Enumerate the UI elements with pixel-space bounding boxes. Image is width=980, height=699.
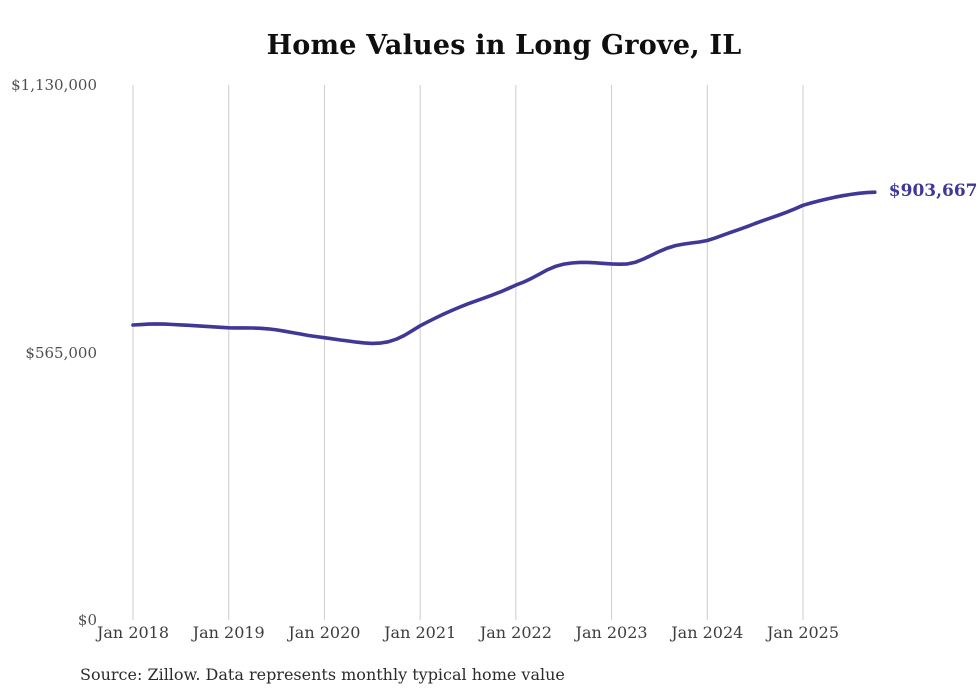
y-tick-label: $1,130,000 [11, 76, 97, 94]
y-tick-label: $565,000 [25, 343, 97, 362]
x-tick-label: Jan 2019 [192, 623, 265, 642]
x-tick-label: Jan 2024 [671, 623, 744, 642]
x-tick-label: Jan 2018 [96, 623, 170, 642]
x-tick-label: Jan 2021 [384, 623, 457, 642]
home-value-series-line [131, 190, 877, 346]
source-note: Source: Zillow. Data represents monthly … [80, 665, 565, 684]
x-tick-label: Jan 2023 [575, 623, 648, 642]
x-tick-label: Jan 2020 [288, 623, 361, 642]
y-tick-label: $0 [77, 611, 97, 629]
x-tick-label: Jan 2022 [479, 623, 552, 642]
x-tick-label: Jan 2025 [766, 623, 840, 642]
chart-title: Home Values in Long Grove, IL [266, 30, 742, 61]
end-value-label: $903,667 [888, 181, 978, 202]
